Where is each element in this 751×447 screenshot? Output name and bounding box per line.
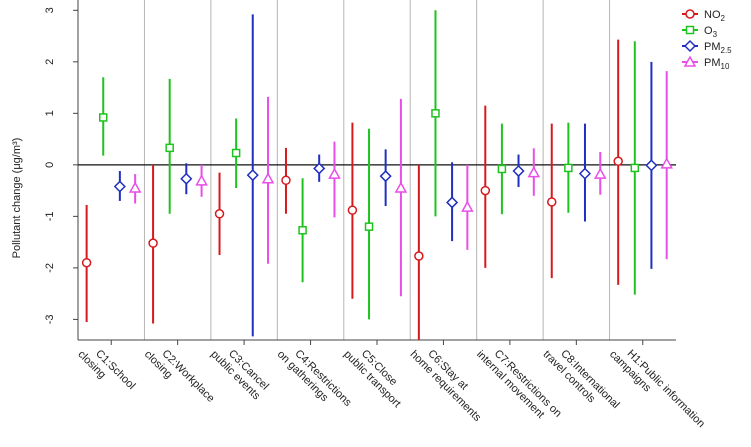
series-O3 (98, 10, 640, 320)
legend-label-subscript: 2 (721, 14, 726, 23)
point-estimate (195, 174, 208, 186)
point-estimate (431, 109, 440, 118)
legend-label: NO2 (704, 9, 726, 23)
point-estimate (497, 164, 507, 174)
point-estimate (630, 163, 640, 173)
point-estimate (281, 175, 291, 186)
point-estimate (546, 197, 557, 207)
point-estimate (593, 167, 607, 179)
point-estimate (379, 170, 392, 183)
series-PM10 (128, 71, 673, 297)
point-estimate (98, 113, 108, 122)
point-estimate (261, 172, 275, 184)
legend-label-subscript: 3 (713, 30, 718, 39)
point-estimate (414, 251, 424, 261)
point-estimate (564, 163, 573, 173)
point-estimate (214, 209, 225, 219)
y-tick-label: 3 (44, 7, 56, 13)
y-tick-label: -2 (44, 263, 56, 273)
legend-marker (683, 39, 697, 53)
point-estimate (148, 238, 158, 248)
point-estimate (480, 185, 491, 196)
category-separators (143, 0, 611, 340)
legend-label: PM10 (704, 57, 730, 71)
point-estimate (231, 148, 241, 158)
y-tick-label: -3 (44, 315, 56, 325)
point-estimate (347, 205, 358, 215)
y-axis: -3 -2 -1 0 1 2 3 (44, 7, 78, 324)
point-estimate (313, 162, 326, 175)
point-estimate (660, 157, 673, 169)
point-estimate (328, 167, 341, 179)
legend-label: O3 (704, 25, 718, 39)
point-estimate (394, 181, 408, 193)
legend-marker (683, 55, 697, 67)
point-estimate (298, 226, 307, 235)
legend-label-main: PM (704, 57, 721, 69)
point-estimate (113, 180, 126, 193)
point-estimate (165, 143, 174, 153)
legend-item: PM10 (682, 55, 730, 71)
point-estimate (446, 196, 459, 209)
point-estimate (81, 257, 92, 268)
legend-item: PM2.5 (682, 39, 732, 55)
point-estimate (128, 181, 142, 193)
point-estimate (461, 200, 474, 212)
point-estimate (246, 169, 259, 182)
y-axis-title: Pollutant change (μg/m³) (11, 138, 23, 259)
legend-label-subscript: 2.5 (721, 46, 733, 55)
series-PM2.5 (113, 14, 658, 337)
y-tick-label: 2 (44, 59, 56, 65)
y-tick-label: 0 (44, 162, 56, 168)
point-estimate (578, 167, 592, 180)
legend-item: O3 (682, 25, 718, 39)
legend-label-subscript: 10 (721, 62, 730, 71)
point-estimate (364, 222, 374, 231)
y-tick-label: 1 (44, 110, 56, 116)
legend-label-main: NO (704, 9, 721, 21)
point-estimate (645, 159, 658, 172)
legend-label-main: O (704, 25, 713, 37)
point-estimate (613, 156, 623, 166)
series-NO2 (81, 39, 623, 340)
y-tick-label: -1 (44, 211, 56, 221)
legend-label: PM2.5 (704, 41, 732, 55)
legend-marker (685, 25, 695, 35)
legend-label-main: PM (704, 41, 721, 53)
point-estimate (180, 172, 193, 185)
legend-item: NO2 (682, 9, 726, 23)
legend-marker (685, 9, 695, 19)
point-estimate (512, 164, 525, 178)
point-estimate (527, 166, 541, 178)
series-marks (81, 10, 673, 340)
